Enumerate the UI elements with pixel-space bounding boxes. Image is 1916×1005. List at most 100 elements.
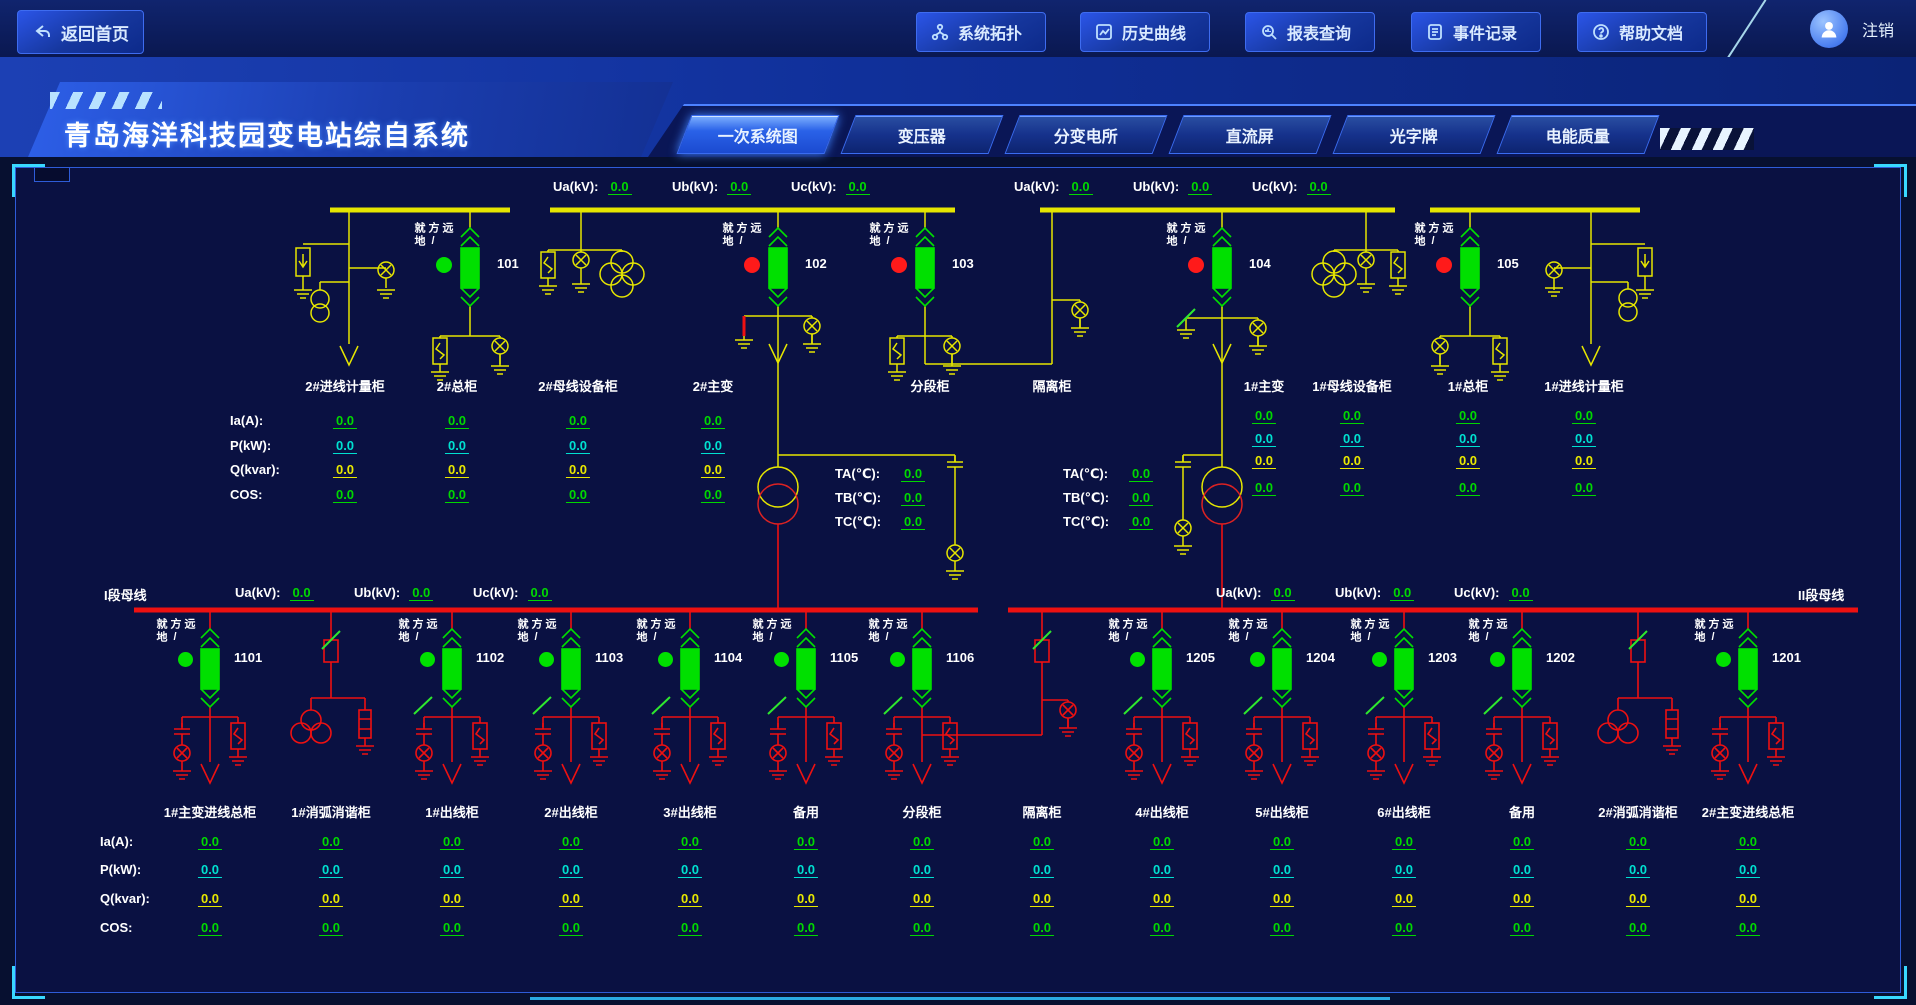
value-cell[interactable]: 0.0 <box>444 487 470 503</box>
value-cell[interactable]: 0.0 <box>565 487 591 503</box>
value-cell[interactable]: 0.0 <box>793 891 819 907</box>
logout-button[interactable]: 注销 <box>1861 23 1894 40</box>
value-cell[interactable]: 0.0 <box>1625 920 1651 936</box>
value-cell[interactable]: 0.0 <box>677 834 703 850</box>
value-cell[interactable]: 0.0 <box>1269 834 1295 850</box>
value-cell[interactable]: 0.0 <box>1029 920 1055 936</box>
value-cell[interactable]: 0.0 <box>318 834 344 850</box>
tab[interactable]: 变压器 <box>840 115 1004 154</box>
temp-value[interactable]: 0.0 <box>901 514 926 530</box>
tab[interactable]: 直流屏 <box>1168 115 1332 154</box>
value-cell[interactable]: 0.0 <box>1269 920 1295 936</box>
value-cell[interactable]: 0.0 <box>1251 431 1277 447</box>
value-cell[interactable]: 0.0 <box>1339 431 1365 447</box>
report-query-button[interactable]: 报表查询 <box>1245 12 1375 52</box>
voltage-value[interactable]: 0.0 <box>1508 585 1533 601</box>
value-cell[interactable]: 0.0 <box>197 891 223 907</box>
value-cell[interactable]: 0.0 <box>1571 480 1597 496</box>
value-cell[interactable]: 0.0 <box>1251 480 1277 496</box>
value-cell[interactable]: 0.0 <box>558 834 584 850</box>
value-cell[interactable]: 0.0 <box>444 462 470 478</box>
value-cell[interactable]: 0.0 <box>909 891 935 907</box>
value-cell[interactable]: 0.0 <box>1149 862 1175 878</box>
value-cell[interactable]: 0.0 <box>793 862 819 878</box>
value-cell[interactable]: 0.0 <box>1735 834 1761 850</box>
value-cell[interactable]: 0.0 <box>1509 920 1535 936</box>
value-cell[interactable]: 0.0 <box>1339 453 1365 469</box>
value-cell[interactable]: 0.0 <box>439 862 465 878</box>
value-cell[interactable]: 0.0 <box>793 920 819 936</box>
value-cell[interactable]: 0.0 <box>439 891 465 907</box>
value-cell[interactable]: 0.0 <box>700 413 726 429</box>
value-cell[interactable]: 0.0 <box>1571 431 1597 447</box>
value-cell[interactable]: 0.0 <box>1509 834 1535 850</box>
value-cell[interactable]: 0.0 <box>197 862 223 878</box>
value-cell[interactable]: 0.0 <box>793 834 819 850</box>
value-cell[interactable]: 0.0 <box>332 462 358 478</box>
value-cell[interactable]: 0.0 <box>197 834 223 850</box>
temp-value[interactable]: 0.0 <box>1129 466 1154 482</box>
value-cell[interactable]: 0.0 <box>332 487 358 503</box>
value-cell[interactable]: 0.0 <box>700 487 726 503</box>
value-cell[interactable]: 0.0 <box>1391 834 1417 850</box>
temp-value[interactable]: 0.0 <box>901 490 926 506</box>
value-cell[interactable]: 0.0 <box>197 920 223 936</box>
value-cell[interactable]: 0.0 <box>332 413 358 429</box>
voltage-value[interactable]: 0.0 <box>1068 179 1093 195</box>
value-cell[interactable]: 0.0 <box>332 438 358 454</box>
value-cell[interactable]: 0.0 <box>700 462 726 478</box>
value-cell[interactable]: 0.0 <box>558 862 584 878</box>
event-log-button[interactable]: 事件记录 <box>1411 12 1541 52</box>
value-cell[interactable]: 0.0 <box>1339 408 1365 424</box>
value-cell[interactable]: 0.0 <box>700 438 726 454</box>
voltage-value[interactable]: 0.0 <box>527 585 552 601</box>
voltage-value[interactable]: 0.0 <box>607 179 632 195</box>
tab[interactable]: 一次系统图 <box>676 115 840 154</box>
voltage-value[interactable]: 0.0 <box>1270 585 1295 601</box>
value-cell[interactable]: 0.0 <box>565 462 591 478</box>
value-cell[interactable]: 0.0 <box>1625 834 1651 850</box>
value-cell[interactable]: 0.0 <box>1455 453 1481 469</box>
value-cell[interactable]: 0.0 <box>1509 862 1535 878</box>
history-curve-button[interactable]: 历史曲线 <box>1080 12 1210 52</box>
value-cell[interactable]: 0.0 <box>1625 862 1651 878</box>
voltage-value[interactable]: 0.0 <box>289 585 314 601</box>
value-cell[interactable]: 0.0 <box>444 413 470 429</box>
value-cell[interactable]: 0.0 <box>318 862 344 878</box>
value-cell[interactable]: 0.0 <box>677 920 703 936</box>
value-cell[interactable]: 0.0 <box>1269 891 1295 907</box>
value-cell[interactable]: 0.0 <box>677 862 703 878</box>
value-cell[interactable]: 0.0 <box>1149 920 1175 936</box>
back-home-button[interactable]: 返回首页 <box>17 10 144 54</box>
voltage-value[interactable]: 0.0 <box>845 179 870 195</box>
value-cell[interactable]: 0.0 <box>1455 431 1481 447</box>
value-cell[interactable]: 0.0 <box>318 891 344 907</box>
system-topology-button[interactable]: 系统拓扑 <box>916 12 1046 52</box>
value-cell[interactable]: 0.0 <box>439 920 465 936</box>
user-avatar-icon[interactable] <box>1809 10 1848 48</box>
value-cell[interactable]: 0.0 <box>1391 891 1417 907</box>
value-cell[interactable]: 0.0 <box>909 834 935 850</box>
value-cell[interactable]: 0.0 <box>677 891 703 907</box>
value-cell[interactable]: 0.0 <box>439 834 465 850</box>
value-cell[interactable]: 0.0 <box>1735 862 1761 878</box>
tab[interactable]: 分变电所 <box>1004 115 1168 154</box>
value-cell[interactable]: 0.0 <box>1391 920 1417 936</box>
value-cell[interactable]: 0.0 <box>1571 408 1597 424</box>
value-cell[interactable]: 0.0 <box>1625 891 1651 907</box>
value-cell[interactable]: 0.0 <box>1571 453 1597 469</box>
temp-value[interactable]: 0.0 <box>1129 490 1154 506</box>
value-cell[interactable]: 0.0 <box>565 413 591 429</box>
voltage-value[interactable]: 0.0 <box>409 585 434 601</box>
value-cell[interactable]: 0.0 <box>1509 891 1535 907</box>
voltage-value[interactable]: 0.0 <box>727 179 752 195</box>
value-cell[interactable]: 0.0 <box>558 891 584 907</box>
value-cell[interactable]: 0.0 <box>1735 920 1761 936</box>
value-cell[interactable]: 0.0 <box>1029 862 1055 878</box>
value-cell[interactable]: 0.0 <box>1251 453 1277 469</box>
voltage-value[interactable]: 0.0 <box>1188 179 1213 195</box>
value-cell[interactable]: 0.0 <box>558 920 584 936</box>
voltage-value[interactable]: 0.0 <box>1390 585 1415 601</box>
value-cell[interactable]: 0.0 <box>1735 891 1761 907</box>
value-cell[interactable]: 0.0 <box>1455 480 1481 496</box>
